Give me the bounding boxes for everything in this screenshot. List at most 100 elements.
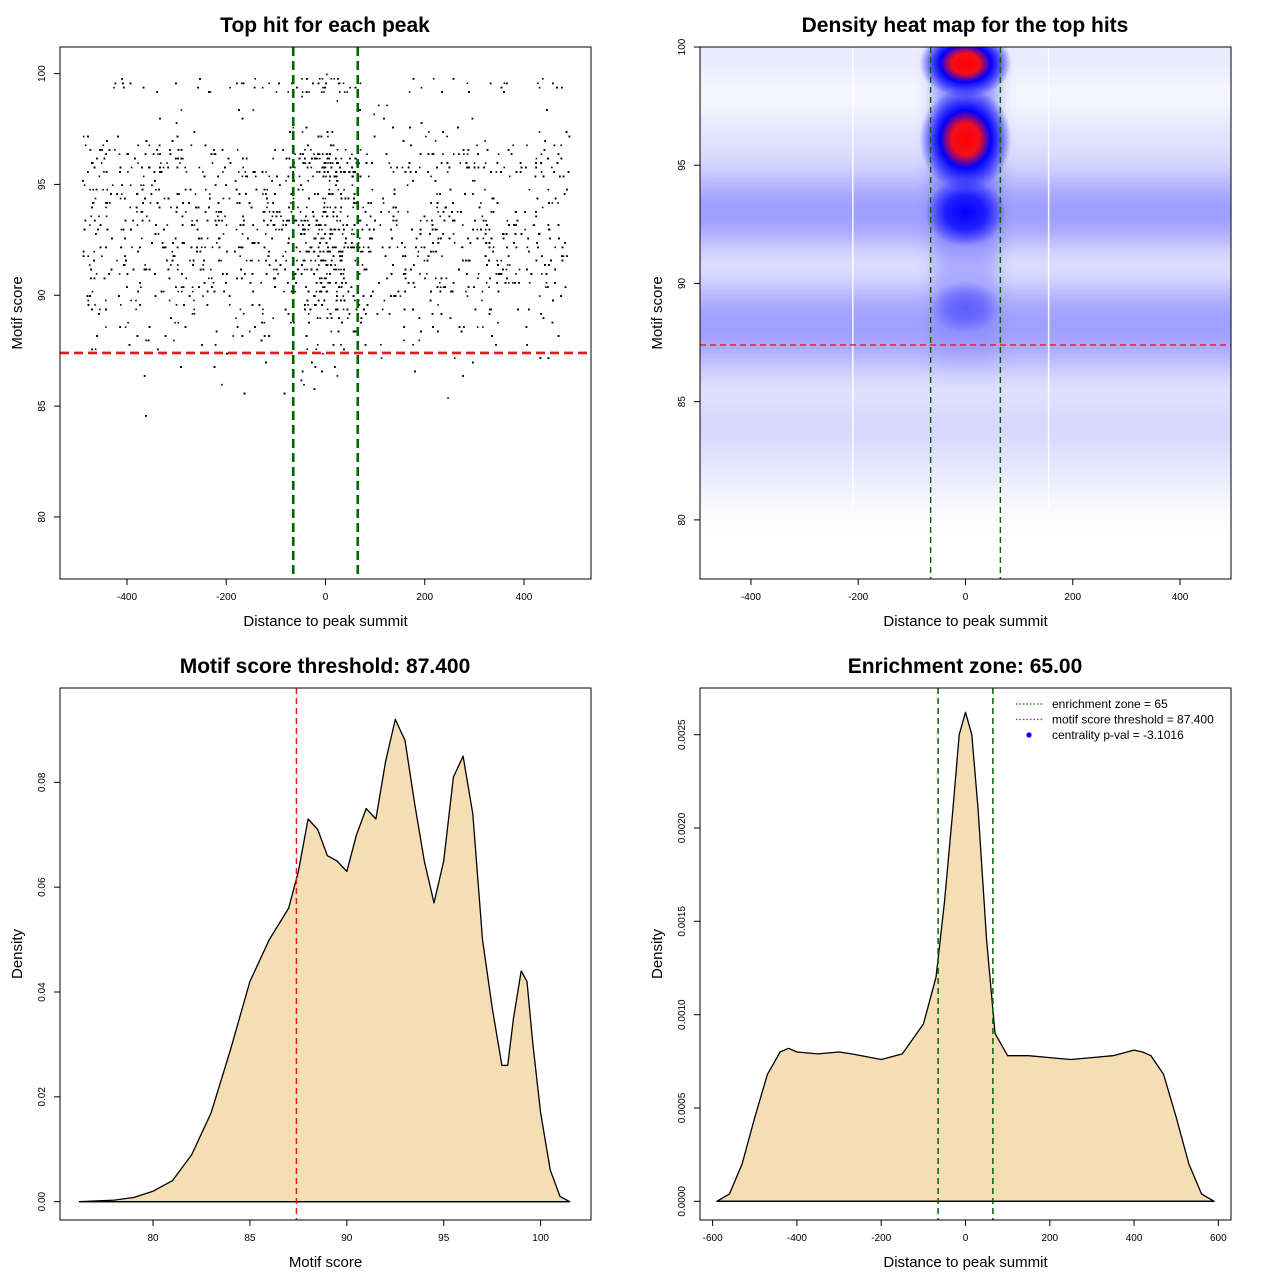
scatter-point: [328, 193, 330, 195]
scatter-point: [177, 321, 180, 324]
scatter-point: [93, 250, 95, 253]
scatter-point: [264, 233, 267, 235]
scatter-point: [310, 259, 312, 262]
scatter-point: [127, 321, 129, 324]
scatter-point: [301, 91, 304, 93]
scatter-point: [148, 219, 151, 222]
scatter-point: [102, 188, 104, 191]
scatter-point: [267, 202, 269, 204]
scatter-point: [177, 264, 179, 266]
scatter-point: [540, 153, 543, 155]
scatter-point: [222, 273, 224, 275]
scatter-point: [136, 193, 138, 195]
scatter-point: [524, 211, 526, 213]
scatter-point: [516, 219, 519, 222]
scatter-point: [164, 335, 167, 337]
scatter-point: [242, 215, 244, 218]
scatter-point: [134, 157, 136, 160]
scatter-point: [193, 224, 196, 226]
scatter-point: [343, 171, 345, 173]
scatter-point: [87, 135, 89, 138]
scatter-point: [242, 166, 244, 169]
scatter-point: [320, 282, 323, 284]
scatter-point: [490, 237, 493, 240]
scatter-point: [302, 259, 305, 262]
scatter-point: [251, 242, 254, 244]
scatter-point: [180, 286, 183, 288]
scatter-point: [89, 188, 91, 191]
scatter-point: [214, 184, 217, 186]
scatter-point: [440, 277, 443, 280]
scatter-point: [183, 242, 185, 244]
scatter-point: [534, 175, 537, 178]
scatter-point: [95, 273, 98, 275]
scatter-point: [404, 268, 407, 271]
scatter-point: [351, 242, 353, 244]
scatter-point: [244, 171, 247, 173]
scatter-point: [191, 286, 194, 288]
scatter-point: [468, 91, 470, 93]
scatter-point: [360, 321, 362, 324]
scatter-point: [329, 282, 331, 284]
scatter-point: [130, 166, 133, 169]
scatter-point: [460, 246, 463, 249]
scatter-point: [385, 153, 388, 155]
scatter-point: [497, 290, 500, 293]
scatter-point: [305, 242, 307, 244]
scatter-point: [328, 188, 331, 191]
scatter-point: [323, 162, 326, 164]
scatter-point: [380, 344, 382, 346]
scatter-point: [538, 86, 541, 89]
scatter-point: [462, 224, 464, 226]
scatter-point: [261, 86, 264, 89]
scatter-point: [566, 255, 568, 257]
scatter-point: [239, 246, 242, 249]
scatter-point: [103, 157, 106, 160]
scatter-point: [361, 228, 364, 231]
scatter-point: [237, 246, 240, 249]
scatter-point: [222, 197, 225, 200]
scatter-point: [120, 304, 122, 306]
scatter-point: [506, 277, 508, 280]
scatter-point: [556, 86, 558, 89]
scatter-point: [515, 246, 518, 249]
scatter-point: [294, 290, 297, 293]
scatter-point: [446, 171, 449, 173]
scatter-point: [225, 224, 228, 226]
scatter-point: [565, 131, 568, 133]
scatter-point: [437, 237, 440, 240]
scatter-point: [388, 211, 390, 213]
scatter-point: [320, 135, 323, 138]
scatter-point: [488, 242, 491, 244]
scatter-point: [105, 171, 108, 173]
scatter-point: [252, 290, 254, 293]
scatter-point: [196, 246, 198, 249]
scatter-point: [496, 259, 498, 262]
scatter-point: [193, 308, 195, 311]
scatter-point: [472, 180, 474, 182]
scatter-point: [177, 149, 180, 151]
scatter-point: [150, 193, 153, 195]
scatter-point: [172, 255, 175, 257]
scatter-point: [338, 82, 340, 85]
scatter-point: [505, 233, 508, 235]
scatter-point: [441, 91, 443, 93]
scatter-point: [380, 357, 383, 359]
scatter-point: [270, 219, 272, 222]
scatter-point: [334, 264, 336, 266]
scatter-point: [162, 166, 165, 169]
scatter-point: [476, 237, 479, 240]
scatter-point: [153, 171, 156, 173]
scatter-point: [320, 224, 322, 226]
scatter-point: [419, 228, 422, 231]
scatter-point: [196, 250, 198, 253]
scatter-point: [119, 197, 122, 200]
scatter-point: [220, 211, 222, 213]
scatter-point: [307, 228, 310, 231]
scatter-point: [412, 344, 414, 346]
scatter-point: [489, 277, 491, 280]
scatter-point: [377, 104, 380, 107]
scatter-point: [302, 162, 305, 164]
scatter-point: [407, 211, 409, 213]
